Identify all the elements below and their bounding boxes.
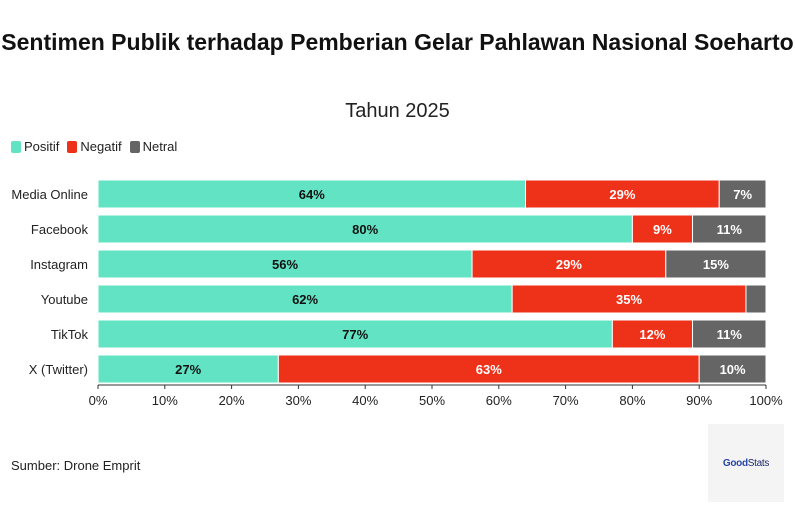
x-tick-label-0: 0% [89,393,108,408]
bar-negatif-media-online [525,179,720,209]
data-label-negatif-x-twitter: 63% [476,362,502,377]
data-label-netral-media-online: 7% [733,187,752,202]
data-label-positif-instagram: 56% [272,257,298,272]
bar-netral-instagram [665,249,767,279]
chart-title: Sentimen Publik terhadap Pemberian Gelar… [1,29,794,55]
x-tick-label-3: 30% [285,393,311,408]
category-label-instagram: Instagram [30,257,88,272]
legend-swatch-netral [129,140,140,153]
legend-label-positif: Positif [24,139,60,154]
legend-item-netral: Netral [129,139,178,154]
data-label-netral-instagram: 15% [703,257,729,272]
category-label-media-online: Media Online [11,187,88,202]
source-note: Sumber: Drone Emprit [11,458,141,473]
bar-negatif-facebook [631,214,694,244]
data-label-positif-x-twitter: 27% [175,362,201,377]
legend: Positif Negatif Netral [11,139,185,154]
data-label-positif-youtube: 62% [292,292,318,307]
x-tick-label-10: 100% [749,393,783,408]
data-label-positif-tiktok: 77% [342,327,368,342]
legend-label-negatif: Negatif [80,139,122,154]
x-tick-label-5: 50% [419,393,445,408]
data-label-positif-media-online: 64% [299,187,325,202]
bar-positif-media-online [97,179,527,209]
category-label-x-twitter: X (Twitter) [29,362,88,377]
x-tick-label-4: 40% [352,393,378,408]
data-label-netral-x-twitter: 10% [720,362,746,377]
bar-positif-youtube [97,284,513,314]
legend-swatch-negatif [67,140,78,153]
bar-positif-instagram [97,249,473,279]
data-label-negatif-youtube: 35% [616,292,642,307]
bar-positif-tiktok [97,319,613,349]
x-tick-label-7: 70% [553,393,579,408]
stacked-bar-chart: Media Online 64% 29% 7% Facebook 80% 9% 11% Inst… [11,179,783,408]
bar-negatif-x-twitter [277,354,700,384]
legend-item-negatif: Negatif [67,139,122,154]
legend-swatch-positif [11,140,21,153]
x-tick-label-9: 90% [686,393,712,408]
data-label-negatif-media-online: 29% [609,187,635,202]
data-label-negatif-tiktok: 12% [639,327,665,342]
bar-netral-x-twitter [698,354,767,384]
category-label-youtube: Youtube [41,292,88,307]
bar-negatif-instagram [471,249,667,279]
data-label-netral-tiktok: 11% [717,327,743,342]
legend-label-netral: Netral [142,139,178,154]
bar-negatif-tiktok [611,319,694,349]
legend-item-positif: Positif [11,139,59,154]
chart-subtitle: Tahun 2025 [345,100,450,122]
logo-text: GoodStats [722,457,770,469]
x-tick-label-1: 10% [152,393,178,408]
bar-netral-facebook [692,214,767,244]
data-label-positif-facebook: 80% [352,222,378,237]
bar-netral-media-online [718,179,767,209]
x-tick-label-6: 60% [486,393,512,408]
goodstats-logo: GoodStats [708,424,784,502]
bar-netral-youtube [745,284,767,314]
bar-netral-tiktok [692,319,767,349]
x-tick-label-2: 20% [219,393,245,408]
data-label-negatif-facebook: 9% [653,222,672,237]
x-tick-label-8: 80% [619,393,645,408]
data-label-negatif-instagram: 29% [556,257,582,272]
category-label-facebook: Facebook [31,222,89,237]
category-label-tiktok: TikTok [51,327,89,342]
data-label-netral-facebook: 11% [717,222,743,237]
